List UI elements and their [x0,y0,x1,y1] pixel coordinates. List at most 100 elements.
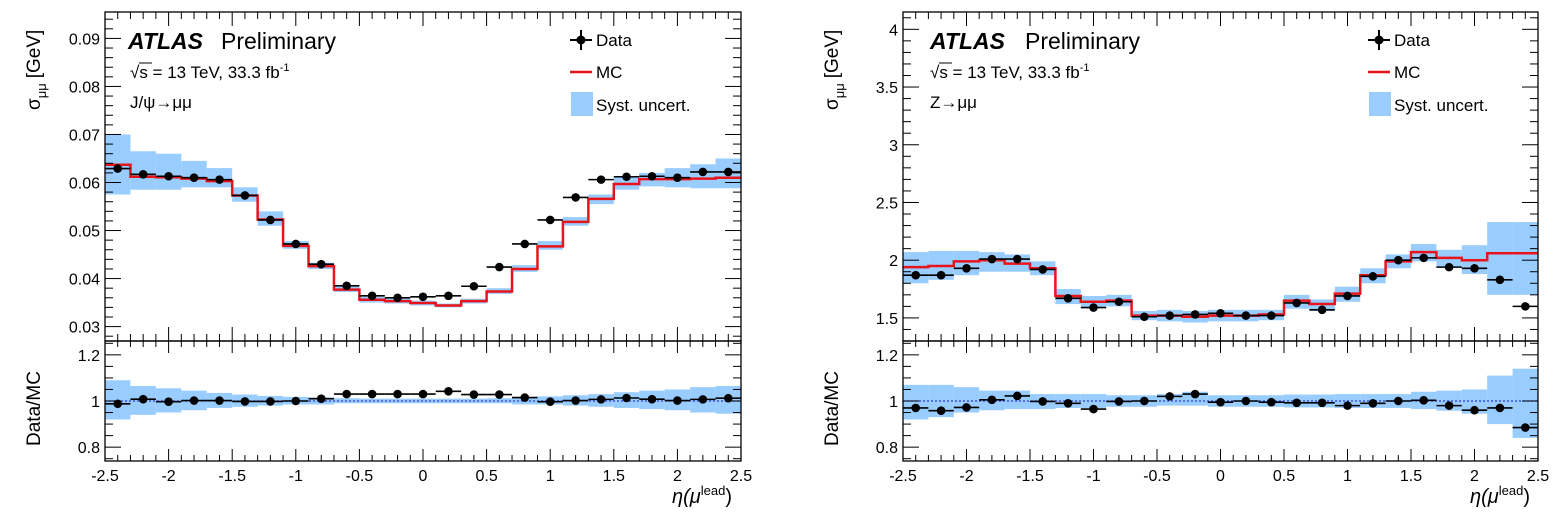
ratio-y-tick-label: 1 [889,394,898,411]
ratio-point [596,395,606,404]
ratio-point [1521,423,1530,432]
atlas-label: ATLAS [127,28,204,54]
z-main-plot: 1.5 2 2.5 3 3.5 4 ATLAS Preliminary √s = 13 T… [822,11,1539,342]
data-point [266,215,275,225]
data-point [1114,297,1124,307]
jpsi-ratio-plot: 0.8 1 1.2 -2.5 -2 -1.5 -1 -0.5 0 0.5 1 1.5 2 2.5 Data… [24,340,752,485]
y-tick-label: 0.05 [69,224,100,241]
data-point [723,167,733,177]
y-tick-label: 0.03 [69,320,100,337]
ratio-point [1292,398,1301,408]
ratio-point [1190,389,1200,399]
ratio-syst-band-bin [1080,394,1107,408]
x-tick-label: -0.5 [1143,468,1171,485]
y-tick-label: 3 [889,138,898,155]
data-point [215,175,224,184]
legend-mc-label: MC [596,63,622,82]
ratio-point [520,393,530,402]
ratio-y-axis-label: Data/MC [24,371,45,446]
jpsi-chart: 0.03 0.04 0.05 0.06 0.07 0.08 0.09 ATLAS Preli… [24,11,752,508]
atlas-label: ATLAS [929,28,1006,54]
data-point [1394,255,1403,265]
legend-syst-swatch [571,92,593,116]
data-point [1495,275,1505,285]
x-tick-label: 1 [1343,468,1352,485]
data-point [418,292,428,302]
y-tick-label: 0.06 [69,176,100,193]
ratio-point [1038,397,1047,406]
ratio-point [418,389,428,399]
ratio-point [1419,396,1428,405]
data-point [138,170,148,179]
data-point [1241,311,1251,320]
x-tick-label: 2 [1470,468,1479,485]
data-point [316,259,326,269]
ratio-y-tick-label: 1.2 [876,348,898,365]
data-point [622,172,631,182]
legend-data-marker [1374,35,1384,45]
ratio-point [1368,399,1378,408]
data-point [367,291,377,301]
y-axis-label: σμμ[GeV] [24,30,49,110]
syst-band-bin [1512,222,1538,295]
ratio-point [571,396,580,405]
data-point [1063,293,1073,303]
y-tick-label: 0.09 [69,31,100,48]
mc-step-line [105,163,741,307]
data-point [1165,311,1174,320]
ratio-point [698,395,708,404]
x-tick-label: 0.5 [1273,468,1295,485]
y-tick-label: 3.5 [876,80,898,97]
ratio-point [1495,403,1505,413]
ratio-syst-band-bin [486,398,513,404]
data-point [1521,302,1530,311]
ratio-point [393,389,402,399]
ratio-point [1444,401,1454,410]
z-chart: 1.5 2 2.5 3 3.5 4 ATLAS Preliminary √s = 13 T… [822,11,1549,508]
data-point [393,293,402,303]
ratio-syst-band-bin [435,398,462,404]
data-point [911,270,920,280]
ratio-y-axis-label: Data/MC [822,371,843,446]
ratio-point [316,394,326,403]
x-tick-label: 0 [419,468,428,485]
data-point [1267,311,1276,320]
ratio-point [1241,396,1251,406]
ratio-point [164,397,173,406]
data-point [444,291,453,301]
y-tick-label: 0.07 [69,127,100,144]
ratio-point [215,396,224,405]
ratio-point [291,396,301,406]
data-point [1216,308,1225,318]
data-point [189,173,199,183]
data-point [1140,312,1149,322]
ratio-point [240,397,250,406]
data-point [673,173,682,183]
energy-lumi-label: √s = 13 TeV, 33.3 fb-1 [130,62,289,82]
y-tick-label: 1.5 [876,311,898,328]
ratio-point [962,403,971,412]
ratio-syst-band-bin [410,398,436,404]
data-point [469,281,479,291]
ratio-point [113,399,123,409]
y-tick-label: 2 [889,253,898,270]
ratio-point [495,390,504,399]
x-tick-label: 0.5 [475,468,497,485]
x-tick-label: 1.5 [603,468,625,485]
ratio-point [622,393,631,403]
x-tick-label: -1.5 [218,468,246,485]
x-tick-label: 2.5 [730,468,752,485]
ratio-syst-band-bin [903,384,929,420]
ratio-point [987,395,997,405]
ratio-point [647,394,657,404]
legend-data-label: Data [596,31,632,50]
legend-mc-label: MC [1394,63,1420,82]
data-point [520,239,530,249]
ratio-y-tick-label: 1.2 [78,348,100,365]
x-tick-label: 1.5 [1400,468,1422,485]
y-tick-label: 4 [889,22,898,39]
data-point [698,167,708,177]
x-tick-label: 1 [546,468,555,485]
ratio-y-tick-label: 0.8 [78,440,100,457]
data-point [113,164,123,173]
